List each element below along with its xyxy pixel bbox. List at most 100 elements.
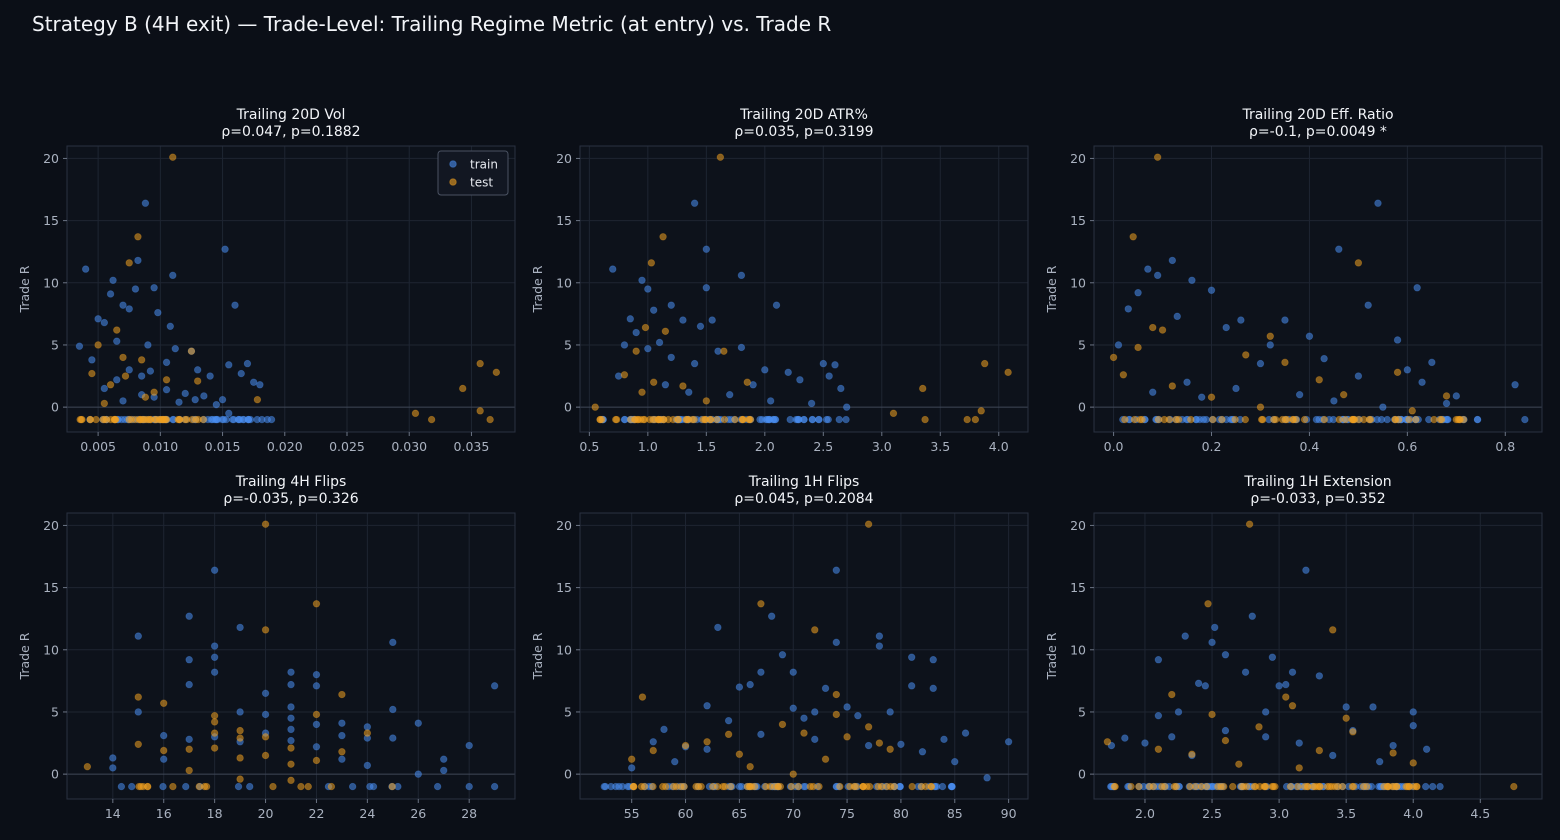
data-point-test (192, 415, 200, 424)
data-point-train (185, 656, 193, 664)
data-point-train (221, 245, 229, 253)
data-point-train (1473, 415, 1482, 424)
data-point-test (701, 415, 710, 424)
data-point-train (1374, 199, 1382, 207)
data-point-train (626, 315, 634, 323)
subplot-title: Trailing 20D Eff. Ratio (1241, 107, 1393, 123)
y-tick-label: 15 (1070, 213, 1086, 228)
data-point-train (843, 703, 851, 711)
data-point-train (1201, 682, 1210, 690)
x-tick-label: 4.0 (1403, 806, 1423, 821)
subplot-stats: ρ=-0.1, p=0.0049 * (1249, 124, 1387, 140)
data-point-train (246, 782, 254, 791)
data-point-train (724, 716, 733, 725)
data-point-train (929, 656, 937, 664)
data-point-test (743, 782, 752, 791)
data-point-train (661, 381, 670, 389)
data-point-train (1315, 672, 1324, 680)
data-point-train (737, 271, 746, 280)
data-point-train (338, 719, 346, 727)
data-point-test (94, 341, 102, 349)
data-point-train (1422, 745, 1431, 753)
data-point-train (225, 361, 233, 369)
data-point-test (1134, 343, 1142, 352)
data-point-train (117, 782, 126, 791)
data-point-test (677, 782, 685, 791)
data-point-train (414, 770, 422, 778)
data-point-train (414, 719, 422, 727)
data-point-train (789, 668, 797, 676)
data-point-test (774, 782, 782, 791)
data-point-train (134, 708, 142, 716)
axes-frame (66, 145, 516, 433)
data-point-train (113, 337, 121, 345)
data-point-train (772, 301, 781, 309)
data-point-test (883, 782, 891, 791)
data-point-test (160, 699, 168, 707)
data-point-train (907, 653, 916, 661)
data-point-test (253, 395, 262, 404)
data-point-train (1114, 341, 1123, 349)
data-point-test (137, 356, 146, 364)
data-point-train (1442, 399, 1451, 408)
data-point-train (210, 668, 219, 676)
data-point-train (618, 782, 627, 791)
y-tick-label: 20 (43, 518, 59, 533)
x-tick-label: 3.5 (1336, 806, 1356, 821)
data-point-train (1202, 415, 1210, 424)
x-tick-label: 0.010 (142, 439, 178, 454)
x-tick-label: 0.6 (1397, 439, 1417, 454)
series-train (109, 566, 499, 791)
data-point-train (1452, 392, 1461, 400)
data-point-test (202, 782, 211, 791)
data-point-test (183, 415, 191, 424)
data-point-test (724, 730, 733, 739)
data-point-test (661, 327, 670, 335)
data-point-train (1389, 741, 1397, 750)
data-point-train (1153, 271, 1162, 280)
data-point-test (1393, 368, 1402, 377)
data-point-train (1342, 703, 1350, 711)
data-point-test (921, 415, 929, 424)
data-point-train (837, 384, 845, 393)
data-point-train (620, 415, 629, 424)
data-point-test (137, 415, 145, 424)
data-point-test (1405, 415, 1413, 424)
subplot-1: 0.005 0.010 0.015 0.020 0.025 0.030 0.035 0 5 10 1… (17, 107, 516, 454)
data-point-test (1323, 782, 1332, 791)
data-point-test (681, 741, 690, 750)
data-point-test (709, 782, 717, 791)
y-tick-label: 5 (564, 704, 572, 719)
data-point-test (187, 347, 196, 355)
data-point-train (831, 361, 839, 369)
data-point-test (1103, 738, 1112, 746)
y-tick-label: 20 (556, 151, 572, 166)
x-tick-label: 60 (678, 806, 694, 821)
data-point-test (150, 388, 158, 396)
data-point-test (921, 782, 930, 791)
data-point-test (919, 384, 927, 393)
data-point-test (161, 415, 170, 424)
data-point-test (640, 782, 649, 791)
data-point-test (638, 693, 647, 701)
data-point-train (1149, 388, 1157, 396)
legend-label-test: test (470, 176, 493, 190)
data-point-test (1149, 782, 1158, 791)
data-point-test (1349, 728, 1357, 736)
data-point-train (1364, 301, 1372, 309)
data-point-train (947, 782, 956, 791)
data-point-train (714, 623, 722, 632)
data-point-test (1288, 702, 1297, 710)
data-point-test (679, 382, 687, 390)
data-point-test (716, 153, 725, 161)
data-point-test (1158, 782, 1166, 791)
x-tick-label: 0.4 (1299, 439, 1319, 454)
y-tick-label: 15 (43, 213, 59, 228)
data-point-train (1261, 733, 1270, 741)
data-point-train (1144, 265, 1152, 273)
data-point-test (720, 347, 728, 355)
data-point-train (175, 398, 183, 406)
data-point-test (659, 233, 667, 241)
data-point-test (1436, 415, 1445, 424)
